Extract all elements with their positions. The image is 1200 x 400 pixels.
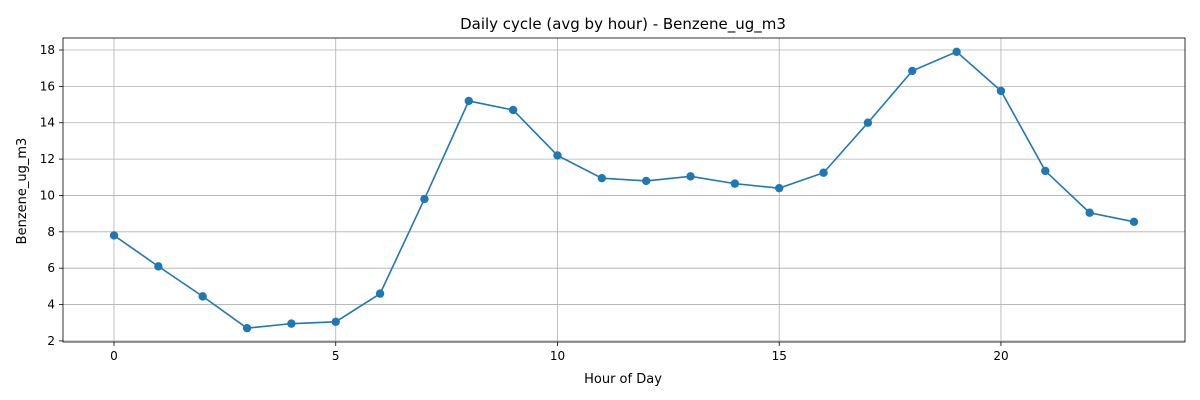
- data-point: [198, 292, 207, 301]
- data-point: [375, 289, 385, 298]
- y-tick-label: 18: [40, 43, 55, 57]
- data-point: [819, 168, 828, 177]
- x-tick-label: 20: [993, 349, 1008, 363]
- data-point: [597, 173, 607, 183]
- data-point: [242, 323, 252, 333]
- y-axis-label: Benzene_ug_m3: [15, 138, 30, 245]
- y-tick-label: 10: [40, 188, 55, 202]
- x-tick-label: 5: [332, 349, 340, 363]
- data-point: [464, 96, 473, 106]
- y-tick-label: 16: [40, 79, 55, 93]
- data-point: [420, 194, 429, 204]
- x-tick-label: 10: [550, 349, 565, 363]
- y-axis-ticks: 2 4 6 8 10 12 14 16 18: [40, 43, 63, 348]
- y-tick-label: 4: [47, 298, 55, 312]
- x-axis-label: Hour of Day: [584, 372, 662, 387]
- data-point: [508, 105, 518, 115]
- data-point: [1129, 217, 1139, 227]
- x-tick-label: 0: [110, 349, 118, 363]
- y-tick-label: 8: [47, 225, 55, 239]
- series-line: [113, 50, 1135, 330]
- chart-title: Daily cycle (avg by hour) - Benzene_ug_m…: [460, 15, 786, 34]
- data-point: [287, 319, 296, 328]
- data-point: [952, 47, 961, 57]
- y-tick-label: 12: [40, 152, 55, 166]
- data-point: [730, 179, 740, 188]
- x-tick-label: 15: [772, 349, 787, 363]
- data-point: [641, 176, 651, 186]
- y-tick-label: 6: [47, 261, 55, 275]
- data-point: [686, 172, 695, 181]
- data-point: [863, 118, 873, 127]
- data-point: [553, 151, 562, 160]
- data-point: [154, 262, 163, 271]
- series: [109, 47, 1139, 333]
- data-point: [775, 183, 784, 193]
- data-point: [331, 317, 340, 327]
- plot-frame: [62, 37, 1186, 343]
- grid: [63, 38, 1185, 342]
- data-point: [908, 66, 917, 76]
- data-point: [996, 86, 1006, 96]
- data-point: [109, 231, 119, 240]
- y-tick-label: 2: [47, 334, 55, 348]
- data-point: [1041, 166, 1050, 176]
- y-tick-label: 14: [40, 116, 55, 130]
- x-axis-ticks: 0 5 10 15 20: [110, 342, 1009, 363]
- axes: [62, 37, 1186, 343]
- data-point: [1085, 208, 1094, 217]
